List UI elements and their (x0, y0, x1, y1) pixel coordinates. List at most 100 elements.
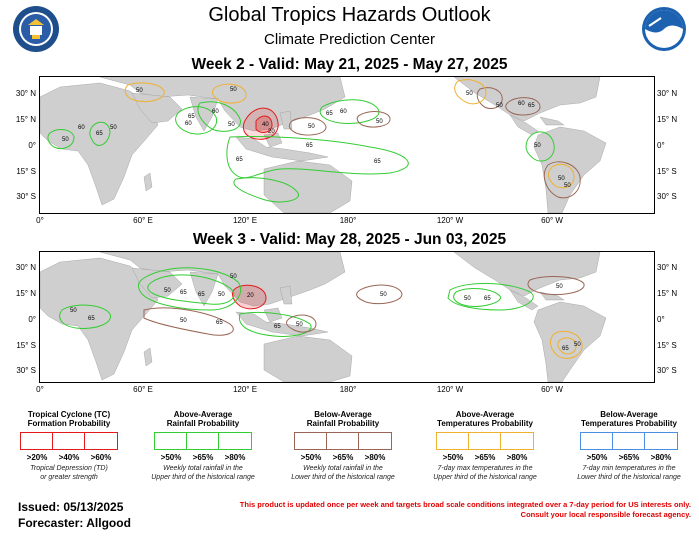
week2-contour-label: 50 (376, 119, 383, 125)
legend-below-temp-title-1: Below-Average (600, 410, 658, 419)
legend-below-temp-label: >65% (618, 453, 640, 462)
week3-contour-label: 65 (216, 320, 223, 326)
week3-map: 50 65 65 50 20 50 65 50 65 50 65 50 50 5… (39, 251, 655, 383)
week3-contour-label: 65 (562, 346, 569, 352)
week2-contour-label: 60 (185, 121, 192, 127)
week2-land-philippines (279, 110, 293, 130)
week3-lon-label: 120° W (436, 385, 464, 394)
week2-contour-label: 50 (534, 143, 541, 149)
week3-land-maritime (235, 311, 329, 337)
week2-rain-below-mexico (476, 87, 503, 109)
week3-lat-left-label: 30° N (15, 263, 36, 272)
legend-below-rain: Below-Average Rainfall Probability >50% … (284, 410, 402, 482)
legend-above-rain-swatch (155, 433, 187, 449)
legend-above-rain-title-2: Rainfall Probability (166, 419, 240, 428)
week2-temp-above-arabia (124, 82, 165, 102)
disclaimer-line-1: This product is updated once per week an… (239, 500, 691, 509)
week3-rain-below-cpac (356, 284, 403, 305)
week2-contour-label: 50 (228, 122, 235, 128)
page-subtitle: Climate Prediction Center (264, 31, 435, 48)
legend-below-rain-labels: >50% >65% >80% (295, 453, 391, 462)
week3-temp-above-brazil (550, 330, 583, 359)
legend-below-rain-swatch (359, 433, 391, 449)
week2-rain-above-amazon (525, 131, 555, 162)
week2-contour-label: 50 (558, 176, 565, 182)
legend-below-temp-swatches (580, 432, 678, 450)
legend-below-rain-label: >65% (332, 453, 354, 462)
legend-tc-swatch (85, 433, 117, 449)
legend-below-temp-note-1: 7-day min temperatures in the (582, 465, 676, 472)
week3-land-central-america (509, 289, 539, 311)
week2-lon-label: 180° (339, 216, 357, 225)
week2-rain-above-wpac (226, 135, 409, 179)
legend-tc-note-2: or greater strength (40, 473, 98, 481)
week2-contour-label: 65 (326, 111, 333, 117)
legend-below-temp-label: >80% (650, 453, 672, 462)
week2-lon-label: 120° E (232, 216, 258, 225)
legend-below-rain-label: >80% (364, 453, 386, 462)
legend-below-rain-title-1: Below-Average (314, 410, 372, 419)
legend-below-temp-title-2: Temperatures Probability (581, 419, 677, 428)
legend-above-temp-swatches (436, 432, 534, 450)
disclaimer-line-2: Consult your local responsible forecast … (520, 510, 691, 519)
week2-title: Week 2 - Valid: May 21, 2025 - May 27, 2… (191, 56, 508, 73)
week3-lat-right-label: 0° (657, 315, 665, 324)
week3-contour-label: 50 (218, 292, 225, 298)
week3-title: Week 3 - Valid: May 28, 2025 - Jun 03, 2… (192, 231, 507, 248)
week3-rain-above-epac (453, 288, 501, 307)
week3-lon-label: 60° W (541, 385, 563, 394)
legend-below-temp-label: >50% (586, 453, 608, 462)
week3-contour-label: 50 (464, 296, 471, 302)
legend-below-temp-swatch (581, 433, 613, 449)
commerce-seal-icon (12, 5, 60, 53)
legend-above-rain-label: >65% (192, 453, 214, 462)
week2-contour-labels: 50 50 50 60 65 60 65 65 65 40 20 50 60 6… (62, 87, 571, 189)
week2-land-india (189, 96, 219, 132)
week2-rain-below-cpac (356, 111, 391, 128)
legend-tc-title-2: Formation Probability (27, 419, 111, 428)
week2-contour-label: 50 (466, 91, 473, 97)
legend-tc: Tropical Cyclone (TC) Formation Probabil… (10, 410, 128, 482)
week3-lat-right-label: 15° N (657, 289, 678, 298)
week2-contour-label: 65 (528, 103, 535, 109)
week3-contour-labels: 50 65 65 50 20 50 65 50 65 50 65 50 50 5… (70, 274, 581, 352)
week2-contour-label: 60 (518, 101, 525, 107)
legend-below-rain-note-2: Lower third of the historical range (291, 473, 395, 481)
week2-rain-above-africa-east (89, 121, 111, 146)
week2-contour-label: 50 (136, 88, 143, 94)
week2-land-madagascar (143, 172, 153, 192)
legend-above-temp-swatch (469, 433, 501, 449)
legend-above-rain-note-1: Weekly total rainfall in the (163, 465, 243, 472)
forecaster-name: Forecaster: Allgood (18, 516, 131, 530)
week3-contour-label: 50 (70, 308, 77, 314)
week2-lat-left-label: 0° (28, 141, 36, 150)
legend-below-temp-note-2: Lower third of the historical range (577, 473, 681, 481)
week2-rain-below-ocean (288, 117, 327, 136)
legend-below-rain-note-1: Weekly total rainfall in the (303, 465, 383, 472)
week3-lon-label: 120° E (232, 385, 258, 394)
week2-rain-above-indian-south (233, 177, 299, 203)
legend-below-rain-title-2: Rainfall Probability (306, 419, 380, 428)
legend-below-rain-swatch (295, 433, 327, 449)
week2-rain-below-caribbean (505, 97, 541, 116)
legend-above-temp-swatch (437, 433, 469, 449)
week3-lat-right-label: 30° N (657, 263, 678, 272)
week3-map-canvas: 50 65 65 50 20 50 65 50 65 50 65 50 50 5… (40, 252, 607, 382)
week3-contour-label: 50 (230, 274, 237, 280)
week3-contours (59, 267, 585, 359)
week3-lat-left-label: 30° S (16, 366, 36, 375)
week3-land-north-america (453, 252, 601, 297)
week2-lat-left-label: 30° S (16, 192, 36, 201)
week3-contour-label: 65 (198, 292, 205, 298)
legend-below-rain-label: >50% (300, 453, 322, 462)
legend-above-rain-swatch (219, 433, 251, 449)
week2-lat-left-label: 30° N (15, 89, 36, 98)
week3-contour-label: 50 (556, 284, 563, 290)
legend-below-temp-labels: >50% >65% >80% (581, 453, 677, 462)
legend-above-rain: Above-Average Rainfall Probability >50% … (144, 410, 262, 482)
legend-above-rain-swatches (154, 432, 252, 450)
week2-contour-label: 60 (78, 125, 85, 131)
week3-temp-above-brazil-inner (557, 337, 577, 355)
week2-rain-below-brazil (543, 161, 581, 199)
week3-land-borneo (263, 307, 283, 323)
